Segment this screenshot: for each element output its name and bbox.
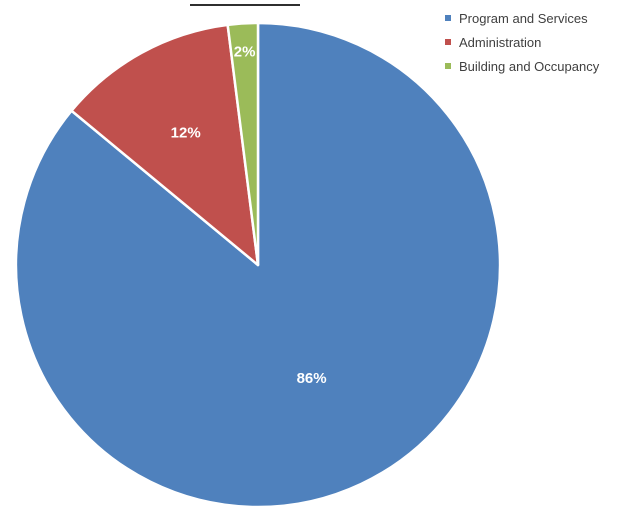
legend-item-building-and-occupancy: Building and Occupancy [445,54,599,78]
legend-item-administration: Administration [445,30,599,54]
pie-slice-building-and-occupancy [226,21,260,267]
legend-item-program-and-services: Program and Services [445,6,599,30]
data-label-program-and-services: 86% [297,370,327,387]
legend-label-building-and-occupancy: Building and Occupancy [459,58,600,74]
pie-data-labels: 86% 12% 2% [171,43,327,386]
data-label-building-and-occupancy: 2% [234,43,256,60]
legend-swatch-building-and-occupancy [445,63,451,69]
data-label-administration: 12% [171,124,201,141]
legend-swatch-program-and-services [445,15,451,21]
pie-slice-administration [70,23,260,267]
pie-slices [14,21,502,509]
legend-label-administration: Administration [459,34,542,50]
chart-title-underline [190,0,300,6]
legend-swatch-administration [445,39,451,45]
legend: Program and Services Administration Buil… [445,6,599,78]
legend-label-program-and-services: Program and Services [459,10,588,26]
